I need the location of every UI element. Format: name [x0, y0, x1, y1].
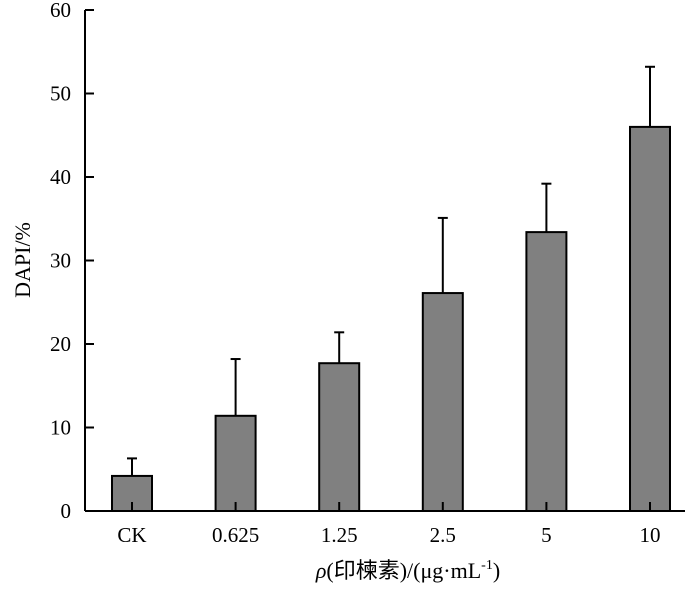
bars-layer [111, 125, 671, 513]
bar [525, 231, 568, 513]
x-tick-label: 10 [640, 523, 661, 547]
x-axis-title: ρ(印楝素)/(μg·mL-1) [315, 558, 500, 583]
error-bars-layer [127, 65, 655, 476]
x-axis-title-middle: (印楝素)/(μg·mL [326, 558, 481, 583]
y-tick-label: 20 [50, 332, 71, 356]
x-axis-title-symbol: ρ [315, 558, 327, 583]
axes-layer [84, 10, 685, 512]
x-tick-label: 1.25 [321, 523, 358, 547]
x-axis-title-superscript: -1 [481, 558, 493, 573]
y-ticks-layer: 0 10 20 30 40 50 60 [50, 0, 94, 523]
x-tick-label: 5 [541, 523, 552, 547]
y-tick-label: 50 [50, 82, 71, 106]
y-tick-label: 0 [61, 499, 72, 523]
x-tick-label: 2.5 [430, 523, 456, 547]
x-tick-label: CK [117, 523, 146, 547]
y-tick-label: 60 [50, 0, 71, 22]
bar [629, 125, 671, 513]
x-axis-title-end: ) [493, 558, 500, 583]
y-tick-label: 10 [50, 416, 71, 440]
y-axis-title: DAPI/% [10, 222, 35, 298]
y-tick-label: 30 [50, 249, 71, 273]
x-tick-label: 0.625 [212, 523, 259, 547]
bar [214, 414, 257, 512]
x-ticks-layer: CK 0.625 1.25 2.5 5 10 [117, 502, 661, 547]
bar [318, 362, 361, 512]
y-tick-label: 40 [50, 165, 71, 189]
bar [421, 292, 464, 512]
